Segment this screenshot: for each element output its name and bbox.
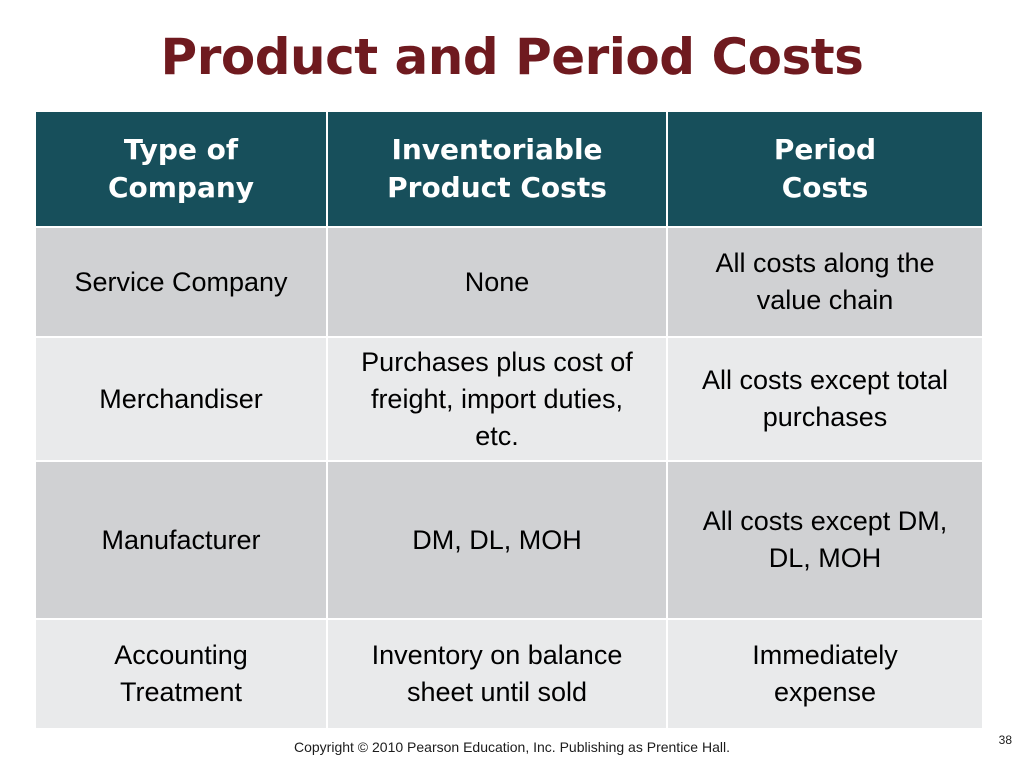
table-cell: Purchases plus cost of freight, import d… <box>326 336 668 462</box>
cell-line: sheet until sold <box>406 677 588 707</box>
cell-line: Purchases plus cost of <box>361 346 633 377</box>
slide-title: Product and Period Costs <box>160 28 864 86</box>
cell-line: Treatment <box>119 677 243 707</box>
header-period-costs: Period Costs <box>666 110 984 228</box>
table-row: Accounting Treatment Inventory on balanc… <box>34 618 984 730</box>
cell-line: None <box>464 266 530 297</box>
table-cell: Immediately expense <box>666 618 984 730</box>
cell-line: Service Company <box>74 266 288 297</box>
cell-line: freight, import duties, <box>370 383 624 414</box>
header-line: Type of <box>123 133 239 166</box>
cell-line: Immediately <box>752 640 898 670</box>
copyright-footer: Copyright © 2010 Pearson Education, Inc.… <box>293 739 730 755</box>
cell-line: expense <box>773 677 877 707</box>
table-row: Manufacturer DM, DL, MOH All costs excep… <box>34 460 984 620</box>
cell-line: All costs except total <box>701 365 949 395</box>
table-cell: DM, DL, MOH <box>326 460 668 620</box>
cell-line: Inventory on balance <box>371 640 623 670</box>
header-line: Inventoriable <box>391 133 603 166</box>
cell-line: DL, MOH <box>768 543 882 573</box>
header-inventoriable-product-costs: Inventoriable Product Costs <box>326 110 668 228</box>
cell-line: Merchandiser <box>99 383 263 414</box>
header-line: Company <box>107 171 255 204</box>
cell-line: All costs along the <box>715 248 935 278</box>
table-cell: Accounting Treatment <box>34 618 328 730</box>
header-line: Period <box>773 133 877 166</box>
cell-line: DM, DL, MOH <box>412 524 582 555</box>
table-header-row: Type of Company Inventoriable Product Co… <box>34 110 984 228</box>
header-line: Product Costs <box>387 171 607 204</box>
table-cell: Service Company <box>34 226 328 338</box>
table-cell: None <box>326 226 668 338</box>
table-row: Merchandiser Purchases plus cost of frei… <box>34 336 984 462</box>
cell-line: Manufacturer <box>101 524 261 555</box>
table-cell: Merchandiser <box>34 336 328 462</box>
table-cell: Manufacturer <box>34 460 328 620</box>
cell-line: etc. <box>475 420 519 451</box>
cost-comparison-table: Type of Company Inventoriable Product Co… <box>34 110 984 730</box>
table-cell: Inventory on balance sheet until sold <box>326 618 668 730</box>
header-type-of-company: Type of Company <box>34 110 328 228</box>
cell-line: Accounting <box>114 640 248 670</box>
table-cell: All costs except total purchases <box>666 336 984 462</box>
header-line: Costs <box>781 171 869 204</box>
cell-line: value chain <box>756 285 894 315</box>
table-cell: All costs along the value chain <box>666 226 984 338</box>
table-row: Service Company None All costs along the… <box>34 226 984 338</box>
cell-line: purchases <box>762 402 888 432</box>
cell-line: All costs except DM, <box>702 506 948 536</box>
page-number: 38 <box>998 733 1012 747</box>
table-cell: All costs except DM, DL, MOH <box>666 460 984 620</box>
